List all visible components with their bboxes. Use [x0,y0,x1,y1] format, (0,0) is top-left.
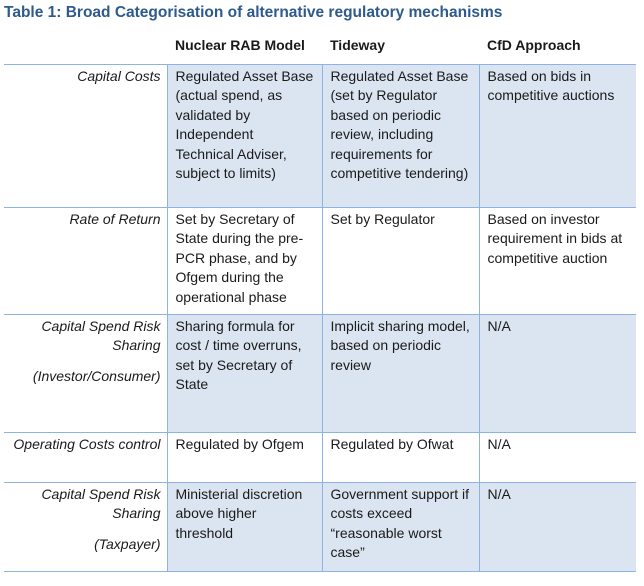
header-tideway: Tideway [330,37,385,53]
table-cell: Ministerial discretion above higher thre… [166,482,322,571]
table-caption: Table 1: Broad Categorisation of alterna… [4,4,503,21]
table-cell: Set by Secretary of State during the pre… [166,207,322,314]
table-cell: N/A [478,482,636,571]
table-row: Operating Costs control Regulated by Ofg… [4,432,636,482]
table-row: Capital Spend Risk Sharing (Taxpayer) Mi… [4,482,636,571]
table-cell: Based on bids in competitive auctions [478,64,636,207]
header-cfd-approach: CfD Approach [487,37,581,53]
table-cell: Based on investor requirement in bids at… [478,207,636,314]
regulatory-mechanisms-table: Nuclear RAB Model Tideway CfD Approach C… [4,33,636,572]
row-label: Capital Spend Risk Sharing [41,317,161,354]
row-label: Capital Spend Risk Sharing [41,485,161,522]
row-header: Operating Costs control [4,432,167,482]
row-label: Rate of Return [69,210,161,227]
table-cell: Implicit sharing model, based on periodi… [321,314,479,432]
row-label: Operating Costs control [13,435,161,452]
row-sublabel: (Investor/Consumer) [32,367,161,384]
header-nuclear-rab-model: Nuclear RAB Model [175,37,305,53]
table-cell: Regulated Asset Base (actual spend, as v… [166,64,322,207]
table-row: Capital Spend Risk Sharing (Investor/Con… [4,314,636,432]
row-label: Capital Costs [77,67,161,84]
table-cell: Sharing formula for cost / time overruns… [166,314,322,432]
row-header: Capital Costs [4,64,167,207]
row-sublabel: (Taxpayer) [94,535,161,552]
table-cell: Government support if costs exceed “reas… [321,482,479,571]
table-row: Rate of Return Set by Secretary of State… [4,207,636,314]
header-corner [4,33,167,64]
header-row: Nuclear RAB Model Tideway CfD Approach [4,33,636,64]
table-cell: N/A [478,432,636,482]
row-header: Rate of Return [4,207,167,314]
table-row: Capital Costs Regulated Asset Base (actu… [4,64,636,207]
table-cell: Regulated by Ofwat [321,432,479,482]
table-cell: Regulated Asset Base (set by Regulator b… [321,64,479,207]
table-cell: N/A [478,314,636,432]
row-header: Capital Spend Risk Sharing (Investor/Con… [4,314,167,432]
table-cell: Set by Regulator [321,207,479,314]
row-header: Capital Spend Risk Sharing (Taxpayer) [4,482,167,571]
table-cell: Regulated by Ofgem [166,432,322,482]
